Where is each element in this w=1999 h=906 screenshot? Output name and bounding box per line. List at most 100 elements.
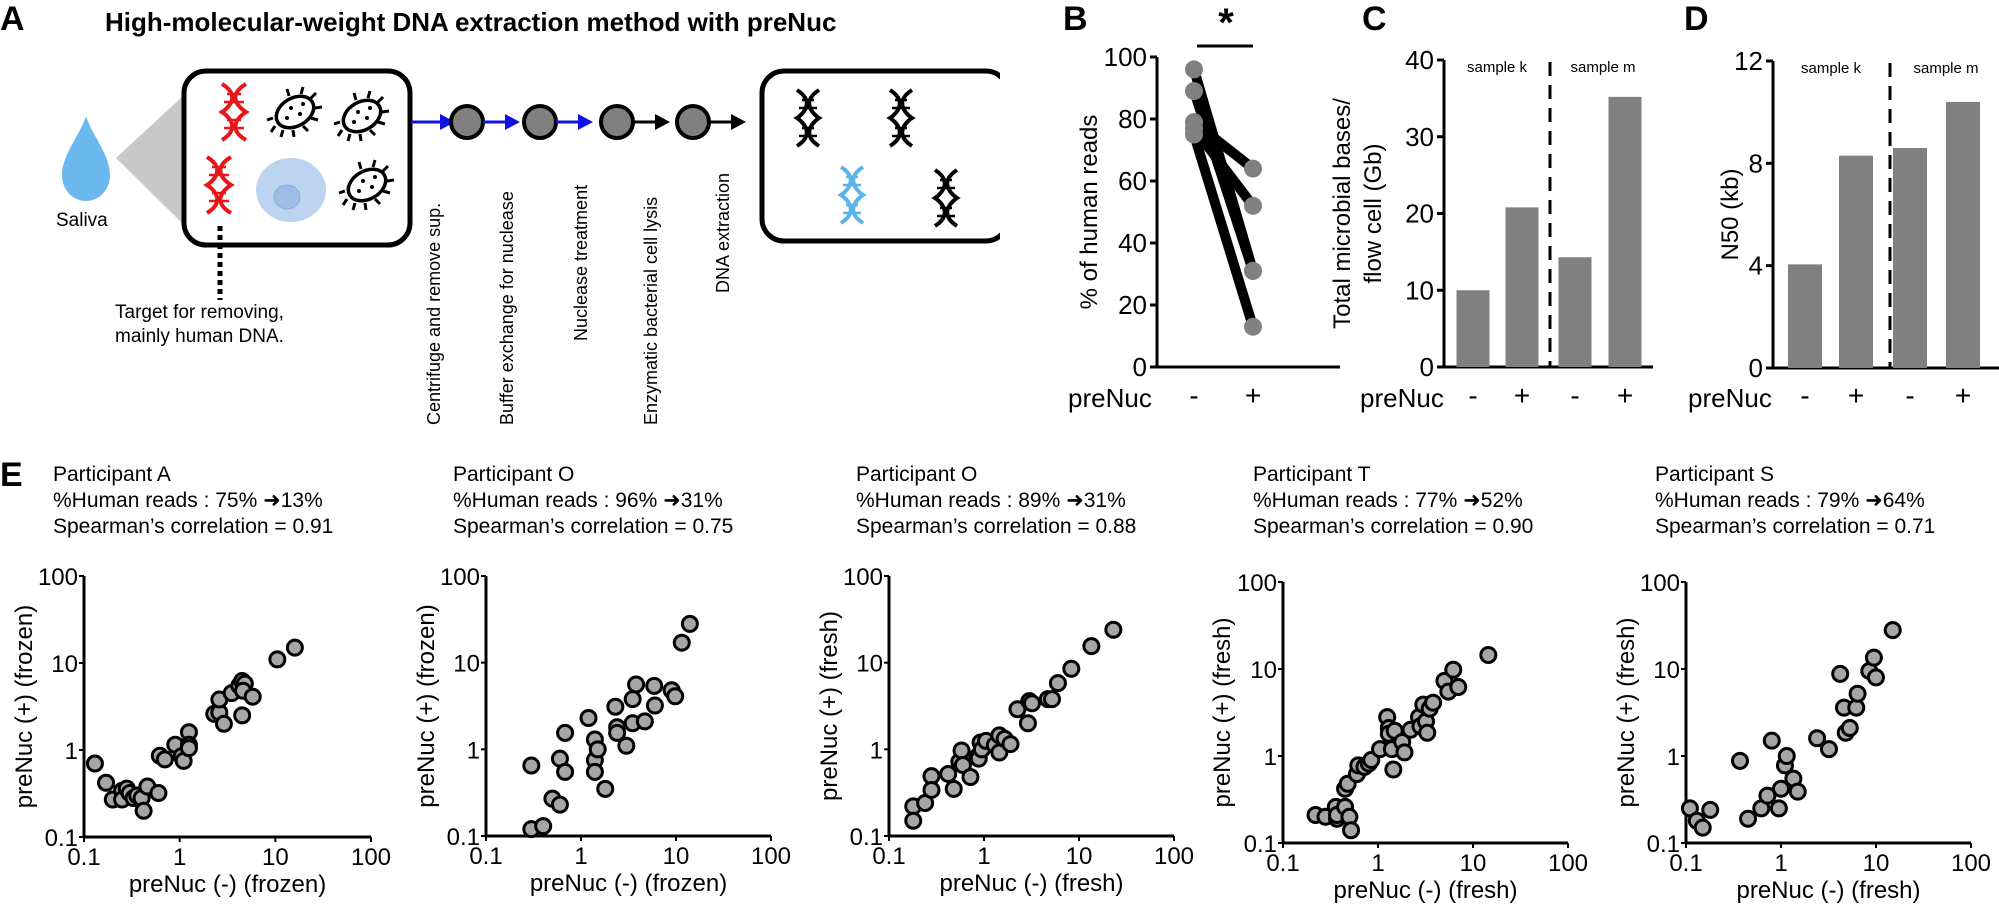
data-point — [1819, 740, 1838, 759]
data-point — [672, 633, 691, 652]
chart-b: 0 20 40 60 80 100 % of human reads preNuc - + * — [1068, 1, 1340, 413]
y-tick-label: 100 — [440, 564, 480, 591]
paired-line — [1190, 125, 1257, 209]
y-tick-label: 100 — [1237, 570, 1277, 597]
data-point — [585, 762, 604, 781]
y-tick-label: 100 — [1104, 42, 1147, 72]
bar — [1839, 155, 1873, 368]
y-tick-label: 30 — [1405, 122, 1434, 152]
panel-d-letter: D — [1684, 0, 1709, 38]
e3-participant: Participant O — [856, 463, 978, 486]
data-point — [1022, 694, 1041, 713]
x-tick-label: 0.1 — [872, 843, 905, 870]
data-point — [623, 690, 642, 709]
data-point — [1693, 818, 1712, 837]
data-point — [1758, 786, 1777, 805]
data-point — [97, 773, 116, 792]
data-point — [1104, 620, 1123, 639]
x-tick-label: 100 — [751, 843, 791, 870]
step-node — [522, 104, 558, 140]
bar — [1893, 147, 1927, 368]
e5-participant: Participant S — [1655, 463, 1775, 486]
bacterium-icon — [338, 159, 395, 211]
data-point — [233, 706, 252, 725]
data-point — [1244, 261, 1262, 280]
data-point — [556, 723, 575, 742]
bar — [1558, 257, 1592, 367]
data-point — [608, 723, 627, 742]
x-axis-label: preNuc (-) (frozen) — [129, 871, 326, 898]
data-point — [1048, 674, 1067, 693]
y-tick-label: 8 — [1749, 148, 1763, 178]
bacterium-icon — [333, 90, 390, 142]
data-point — [1701, 800, 1720, 819]
y-tick-label: 10 — [453, 651, 480, 678]
y-tick-label: 10 — [856, 651, 883, 678]
e1-header: Participant A %Human reads : 75% ➜13% Sp… — [53, 462, 333, 540]
x-tick-label: 10 — [663, 843, 690, 870]
y-tick-label: 40 — [1118, 228, 1147, 258]
x-tick-label: - — [1468, 380, 1477, 411]
x-tick-label: + — [1514, 380, 1530, 411]
data-point — [1185, 60, 1203, 79]
x-tick-label: 100 — [1154, 843, 1194, 870]
step-label-4: Enzymatic bacterial cell lysis — [641, 196, 661, 425]
result-box — [759, 68, 1000, 244]
data-point — [627, 675, 646, 694]
data-point — [680, 614, 699, 633]
paired-line — [1189, 89, 1258, 273]
x-tick-label: + — [1955, 380, 1971, 411]
bar — [1456, 290, 1490, 367]
x-tick-label: 10 — [1066, 843, 1093, 870]
y-axis-label: preNuc (+) (frozen) — [413, 604, 440, 807]
arrow-right-icon: ➜ — [263, 489, 281, 512]
data-point — [1808, 729, 1827, 748]
data-point — [1043, 690, 1062, 709]
saliva-label: Saliva — [56, 210, 108, 231]
data-point — [1831, 664, 1850, 683]
data-point — [1424, 693, 1443, 712]
chart-e4: 0.10.1 1 1 10 10 100 100 preNuc (-) (fresh) preN… — [1209, 570, 1588, 904]
data-point — [961, 767, 980, 786]
x-axis-label: preNuc — [1068, 383, 1152, 413]
data-point — [1772, 779, 1790, 798]
x-tick-label: - — [1800, 380, 1809, 411]
arrow-right-icon: ➜ — [1463, 489, 1481, 512]
bar — [1608, 96, 1642, 367]
bacterium-icon — [266, 86, 323, 138]
arrow-right-icon: ➜ — [1066, 489, 1084, 512]
panel-a-title: High-molecular-weight DNA extraction met… — [105, 7, 837, 37]
e1-participant: Participant A — [53, 463, 171, 486]
step-node — [675, 104, 711, 140]
data-point — [268, 650, 287, 669]
dna-icon — [931, 168, 961, 228]
x-tick-label: - — [1905, 380, 1914, 411]
x-tick-label: 100 — [1548, 850, 1588, 877]
human-dna-icon — [203, 155, 235, 215]
x-tick-label: + — [1245, 380, 1261, 411]
group-label: sample m — [1570, 59, 1635, 76]
data-point — [645, 676, 664, 695]
e4-header: Participant T %Human reads : 77% ➜52% Sp… — [1253, 462, 1533, 540]
data-point — [1788, 782, 1807, 801]
step-label-5: DNA extraction — [713, 172, 733, 293]
data-point — [1867, 668, 1885, 687]
e3-header: Participant O %Human reads : 89% ➜31% Sp… — [856, 462, 1136, 540]
e2-header: Participant O %Human reads : 96% ➜31% Sp… — [453, 462, 733, 540]
data-point — [1739, 809, 1758, 828]
significance-marker: * — [1218, 1, 1234, 45]
y-tick-label: 1 — [467, 737, 480, 764]
y-tick-label: 0 — [1420, 352, 1434, 382]
e4-reads: %Human reads : 77% ➜52% — [1253, 489, 1523, 512]
data-point — [1082, 637, 1101, 656]
panel-a-diagram — [62, 68, 1000, 300]
group-label: sample m — [1913, 60, 1978, 77]
data-point — [1762, 731, 1781, 750]
data-point — [1864, 648, 1883, 667]
data-point — [155, 750, 174, 769]
data-point — [179, 739, 198, 758]
x-tick-label: 1 — [1774, 850, 1787, 877]
data-point — [596, 779, 615, 798]
data-point — [1418, 723, 1437, 742]
data-point — [1001, 735, 1020, 754]
